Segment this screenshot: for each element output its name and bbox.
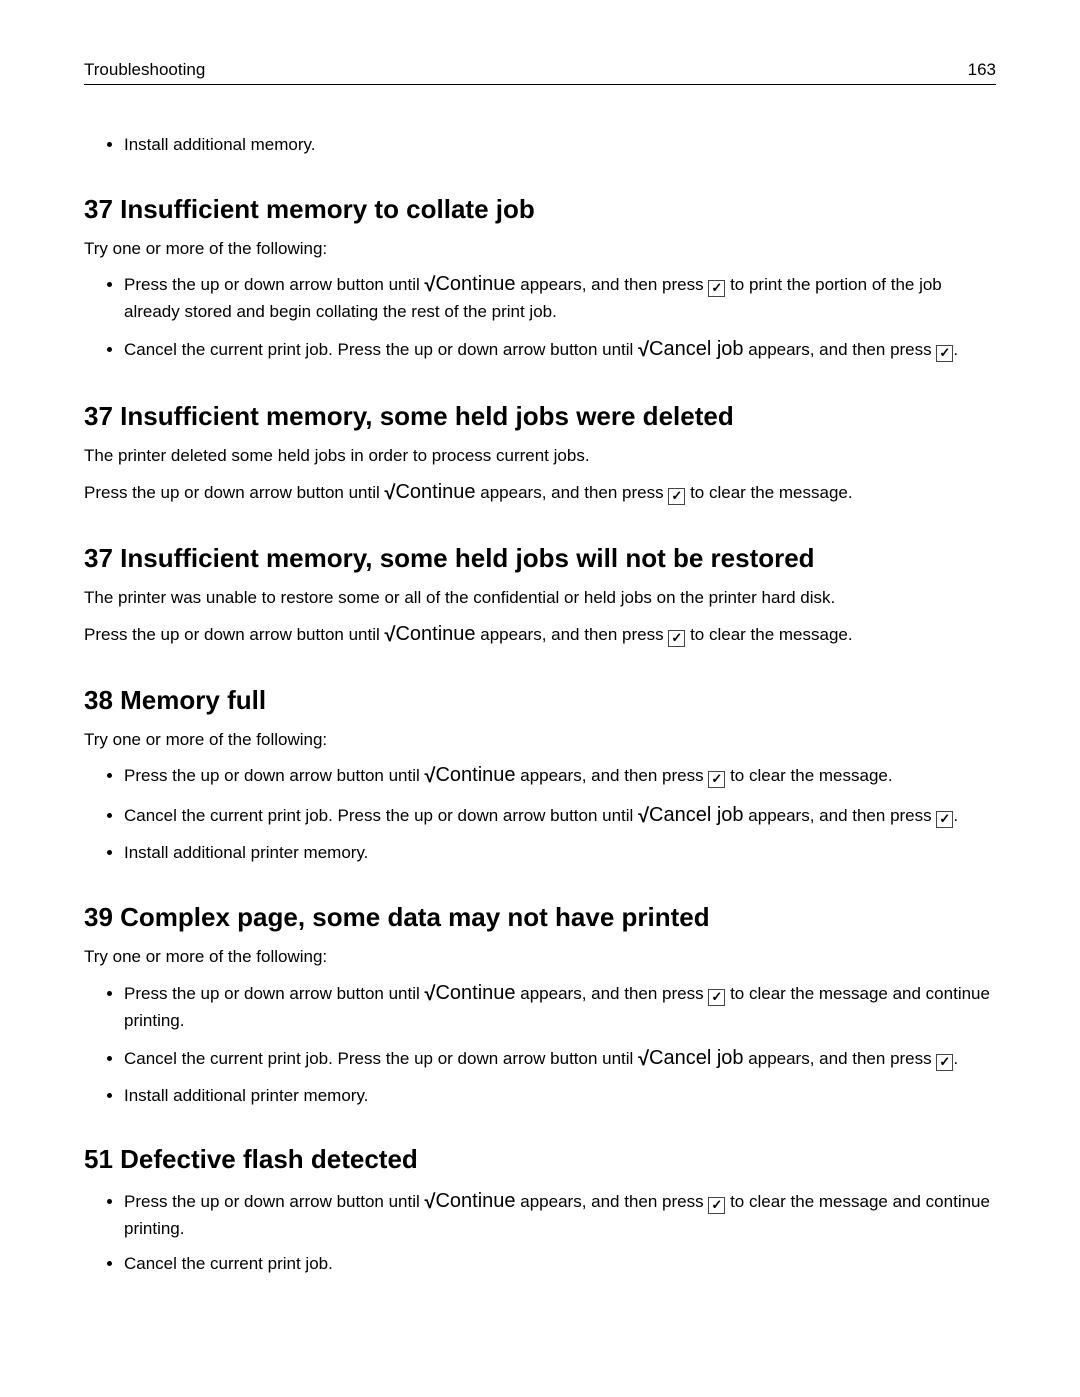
- list-item: Install additional printer memory.: [124, 1084, 996, 1109]
- section-heading: 51 Defective flash detected: [84, 1144, 996, 1175]
- display-text: Continue: [435, 273, 515, 295]
- sqrt-icon: √: [638, 805, 649, 827]
- list-item: Install additional memory.: [124, 133, 996, 158]
- list-item: Cancel the current print job. Press the …: [124, 801, 996, 831]
- sqrt-icon: √: [638, 1048, 649, 1070]
- sqrt-icon: √: [425, 765, 436, 787]
- section-intro: Try one or more of the following:: [84, 237, 996, 261]
- check-button-icon: ✓: [936, 345, 953, 362]
- check-button-icon: ✓: [936, 1054, 953, 1071]
- paragraph: The printer was unable to restore some o…: [84, 586, 996, 610]
- bullet-list: Press the up or down arrow button until …: [84, 1187, 996, 1276]
- section-heading: 39 Complex page, some data may not have …: [84, 902, 996, 933]
- list-item: Cancel the current print job. Press the …: [124, 335, 996, 365]
- check-button-icon: ✓: [708, 1197, 725, 1214]
- section-intro: Try one or more of the following:: [84, 728, 996, 752]
- bullet-list: Press the up or down arrow button until …: [84, 270, 996, 365]
- display-text: Cancel job: [649, 338, 744, 360]
- list-item: Press the up or down arrow button until …: [124, 979, 996, 1034]
- paragraph: Press the up or down arrow button until …: [84, 478, 996, 507]
- display-text: Continue: [435, 982, 515, 1004]
- section-heading: 37 Insufficient memory, some held jobs w…: [84, 543, 996, 574]
- display-text: Continue: [395, 623, 475, 645]
- list-item: Press the up or down arrow button until …: [124, 761, 996, 791]
- pre-list: Install additional memory.: [84, 133, 996, 158]
- bullet-list: Press the up or down arrow button until …: [84, 979, 996, 1108]
- sqrt-icon: √: [425, 274, 436, 296]
- list-item: Cancel the current print job. Press the …: [124, 1044, 996, 1074]
- sqrt-icon: √: [638, 339, 649, 361]
- check-button-icon: ✓: [668, 630, 685, 647]
- check-button-icon: ✓: [708, 280, 725, 297]
- header-left: Troubleshooting: [84, 60, 205, 80]
- paragraph: The printer deleted some held jobs in or…: [84, 444, 996, 468]
- sqrt-icon: √: [425, 983, 436, 1005]
- paragraph: Press the up or down arrow button until …: [84, 620, 996, 649]
- sqrt-icon: √: [385, 624, 396, 646]
- check-button-icon: ✓: [708, 771, 725, 788]
- section-intro: Try one or more of the following:: [84, 945, 996, 969]
- display-text: Cancel job: [649, 804, 744, 826]
- display-text: Continue: [395, 481, 475, 503]
- sqrt-icon: √: [425, 1191, 436, 1213]
- display-text: Cancel job: [649, 1047, 744, 1069]
- bullet-list: Press the up or down arrow button until …: [84, 761, 996, 866]
- list-item: Install additional printer memory.: [124, 841, 996, 866]
- list-item: Press the up or down arrow button until …: [124, 270, 996, 325]
- check-button-icon: ✓: [936, 811, 953, 828]
- check-button-icon: ✓: [668, 488, 685, 505]
- display-text: Continue: [435, 1190, 515, 1212]
- section-heading: 37 Insufficient memory to collate job: [84, 194, 996, 225]
- section-heading: 37 Insufficient memory, some held jobs w…: [84, 401, 996, 432]
- list-item: Cancel the current print job.: [124, 1252, 996, 1277]
- display-text: Continue: [435, 764, 515, 786]
- section-heading: 38 Memory full: [84, 685, 996, 716]
- check-button-icon: ✓: [708, 989, 725, 1006]
- list-item: Press the up or down arrow button until …: [124, 1187, 996, 1242]
- sqrt-icon: √: [385, 482, 396, 504]
- header-right: 163: [968, 60, 996, 80]
- page-header: Troubleshooting 163: [84, 60, 996, 85]
- page: Troubleshooting 163 Install additional m…: [0, 0, 1080, 1346]
